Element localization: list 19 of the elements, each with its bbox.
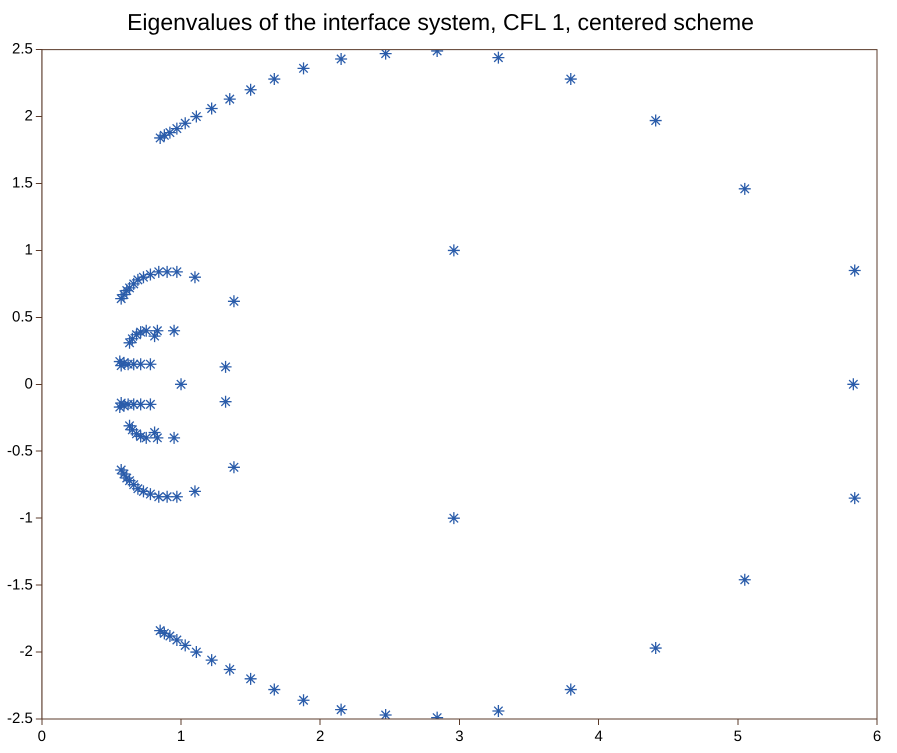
x-tick-label: 4 (594, 728, 603, 746)
x-tick-label: 1 (176, 728, 186, 746)
x-tick-label: 5 (734, 728, 742, 746)
chart-title: Eigenvalues of the interface system, CFL 1, centered scheme (127, 9, 754, 36)
y-tick-label: 0 (24, 375, 33, 392)
y-tick-label: -0.5 (6, 442, 33, 460)
y-tick-label: 2 (24, 108, 33, 125)
y-tick-label: 1 (24, 242, 33, 259)
y-tick-label: 0.5 (12, 308, 33, 326)
y-tick-label: -1.5 (6, 576, 33, 594)
x-tick-label: 0 (38, 728, 46, 746)
y-tick-label: 2.5 (12, 40, 33, 58)
y-tick-label: -2.5 (6, 710, 33, 728)
y-tick-label: -1 (20, 509, 33, 526)
x-tick-label: 6 (872, 728, 882, 746)
y-tick-label: 1.5 (12, 174, 33, 192)
y-tick-label: -2 (20, 643, 33, 660)
x-tick-label: 2 (316, 728, 324, 746)
x-tick-label: 3 (455, 728, 464, 746)
